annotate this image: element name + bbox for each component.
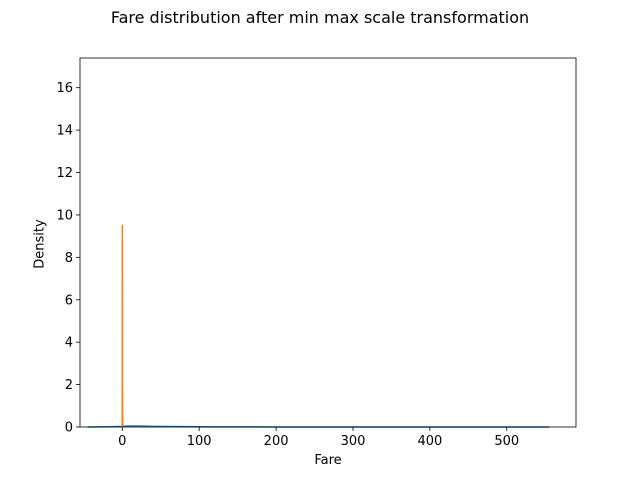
plot-content: [87, 224, 550, 428]
y-tick-label: 10: [56, 208, 73, 223]
y-tick-label: 12: [56, 166, 73, 181]
x-tick-label: 300: [341, 434, 366, 449]
x-tick-label: 100: [187, 434, 212, 449]
y-tick-label: 14: [56, 124, 73, 139]
y-tick-label: 16: [56, 81, 73, 96]
series-line-2: [121, 224, 124, 428]
x-axis-label: Fare: [314, 453, 342, 468]
x-tick-label: 0: [118, 434, 126, 449]
y-tick-label: 0: [65, 421, 73, 436]
y-tick-label: 6: [65, 293, 73, 308]
axes-frame: [79, 57, 577, 428]
axes-layer: 0 100 200 300 400 500 0 2 4 6 8 10 12 14 16: [56, 57, 577, 449]
x-tick-label: 400: [417, 434, 442, 449]
x-tick-label: 200: [264, 434, 289, 449]
y-tick-label: 2: [65, 378, 73, 393]
y-tick-label: 4: [65, 336, 73, 351]
chart-title: Fare distribution after min max scale tr…: [110, 8, 530, 27]
y-tick-label: 8: [65, 251, 73, 266]
y-axis-label: Density: [32, 219, 48, 269]
x-tick-label: 500: [494, 434, 519, 449]
